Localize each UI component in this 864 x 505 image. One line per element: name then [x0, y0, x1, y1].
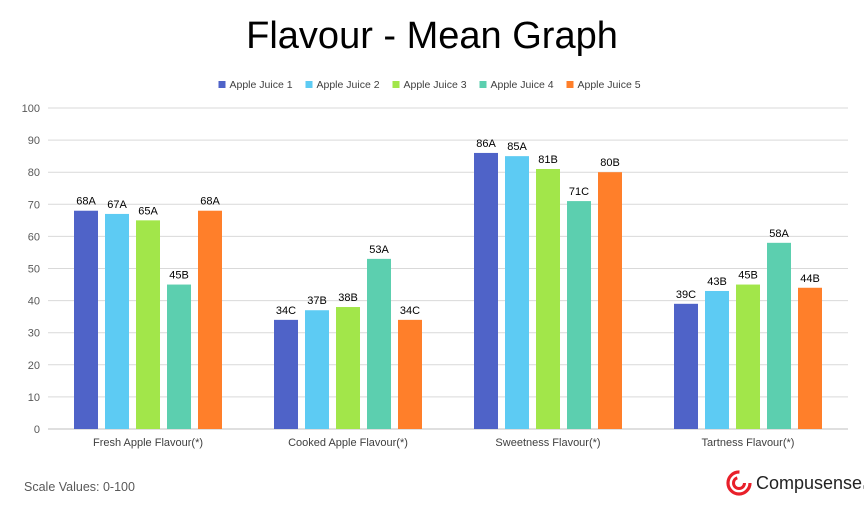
- bar: [105, 213, 129, 429]
- bar: [767, 242, 791, 429]
- data-label: 38B: [338, 292, 358, 304]
- data-label: 68A: [76, 196, 96, 208]
- bar: [136, 220, 160, 429]
- y-tick-label: 90: [28, 135, 40, 147]
- bar: [598, 172, 622, 429]
- bar: [198, 210, 222, 429]
- data-label: 81B: [538, 154, 558, 166]
- legend-item: Apple Juice 1: [218, 79, 293, 91]
- data-label: 39C: [676, 289, 696, 301]
- data-label: 37B: [307, 295, 327, 307]
- bar: [336, 307, 360, 429]
- y-tick-label: 40: [28, 296, 40, 308]
- legend-swatch: [392, 81, 400, 88]
- data-labels: 68A 67A 65A 45B 68A 34C 37B 38B 53A 34C 86A 85A 81B 7…: [76, 138, 820, 317]
- data-label: 71C: [569, 186, 589, 198]
- y-tick-label: 0: [34, 424, 40, 436]
- bar: [705, 290, 729, 429]
- data-label: 34C: [276, 305, 296, 317]
- legend-item: Apple Juice 5: [566, 79, 641, 91]
- legend-swatch: [305, 81, 313, 88]
- legend-swatch: [479, 81, 487, 88]
- legend-item: Apple Juice 3: [392, 79, 467, 91]
- y-tick-label: 80: [28, 167, 40, 179]
- legend-label: Apple Juice 4: [491, 79, 554, 91]
- y-tick-label: 30: [28, 328, 40, 340]
- legend-item: Apple Juice 2: [305, 79, 380, 91]
- data-label: 80B: [600, 157, 620, 169]
- legend-label: Apple Juice 5: [578, 79, 641, 91]
- legend-label: Apple Juice 2: [317, 79, 380, 91]
- chart-title: Flavour - Mean Graph: [246, 15, 618, 57]
- data-label: 58A: [769, 228, 789, 240]
- bar: [798, 287, 822, 429]
- y-tick-label: 10: [28, 392, 40, 404]
- y-tick-label: 60: [28, 231, 40, 243]
- bar: [398, 319, 422, 429]
- x-tick-label: Tartness Flavour(*): [702, 437, 795, 449]
- y-tick-label: 50: [28, 264, 40, 276]
- brand-logo: Compusense ®: [726, 470, 864, 496]
- bar: [305, 310, 329, 429]
- bar: [474, 152, 498, 429]
- bar: [736, 284, 760, 429]
- bar: [274, 319, 298, 429]
- compusense-swirl-icon: [726, 470, 752, 496]
- legend-swatch: [218, 81, 226, 88]
- data-label: 53A: [369, 244, 389, 256]
- bar: [505, 156, 529, 429]
- data-label: 34C: [400, 305, 420, 317]
- legend-label: Apple Juice 3: [404, 79, 467, 91]
- x-tick-label: Fresh Apple Flavour(*): [93, 437, 203, 449]
- bar: [567, 201, 591, 429]
- data-label: 68A: [200, 196, 220, 208]
- data-label: 44B: [800, 273, 820, 285]
- bar: [367, 258, 391, 429]
- y-tick-label: 100: [22, 103, 40, 115]
- bar: [536, 168, 560, 430]
- scale-note: Scale Values: 0-100: [24, 480, 135, 494]
- legend: Apple Juice 1 Apple Juice 2 Apple Juice 3 A…: [218, 79, 641, 91]
- brand-name: Compusense: [756, 472, 863, 493]
- x-tick-label: Sweetness Flavour(*): [495, 437, 600, 449]
- data-label: 85A: [507, 141, 527, 153]
- data-label: 45B: [738, 270, 758, 282]
- legend-item: Apple Juice 4: [479, 79, 554, 91]
- x-tick-label: Cooked Apple Flavour(*): [288, 437, 408, 449]
- data-label: 65A: [138, 205, 158, 217]
- bar: [74, 210, 98, 429]
- legend-label: Apple Juice 1: [230, 79, 293, 91]
- data-label: 86A: [476, 138, 496, 150]
- y-tick-label: 70: [28, 199, 40, 211]
- data-label: 43B: [707, 276, 727, 288]
- bar: [167, 284, 191, 429]
- bar: [674, 303, 698, 429]
- data-label: 67A: [107, 199, 127, 211]
- bars: [74, 152, 822, 430]
- data-label: 45B: [169, 270, 189, 282]
- y-tick-label: 20: [28, 360, 40, 372]
- legend-swatch: [566, 81, 574, 88]
